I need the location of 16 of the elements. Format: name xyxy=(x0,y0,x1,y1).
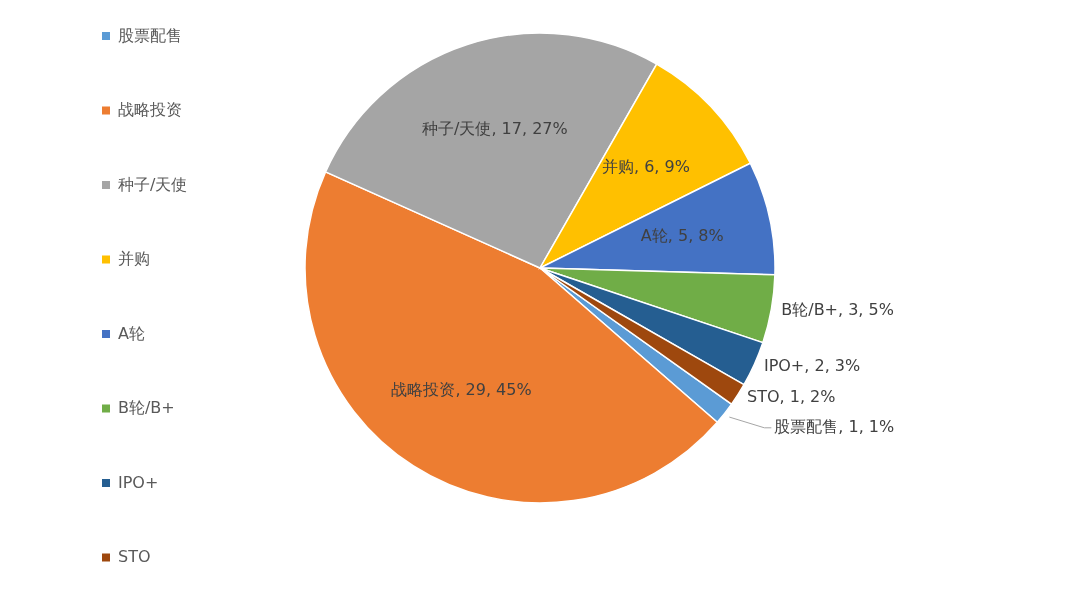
data-label: STO, 1, 2% xyxy=(747,387,836,407)
data-label: IPO+, 2, 3% xyxy=(763,356,861,376)
legend-label: 战略投资 xyxy=(118,100,182,119)
legend-label: B轮/B+ xyxy=(118,398,175,417)
data-label: B轮/B+, 3, 5% xyxy=(781,299,894,319)
legend-label: 并购 xyxy=(118,249,150,268)
data-label: 种子/天使, 17, 27% xyxy=(422,118,568,138)
data-label: 并购, 6, 9% xyxy=(602,157,690,177)
legend-label: IPO+ xyxy=(118,472,159,492)
data-label: 战略投资, 29, 45% xyxy=(391,380,532,400)
data-label: 股票配售, 1, 1% xyxy=(774,417,895,437)
legend-label: A轮 xyxy=(118,323,145,343)
legend-label: STO xyxy=(118,547,151,566)
legend-label: 种子/天使 xyxy=(118,174,188,194)
legend-label: 股票配售 xyxy=(118,25,182,45)
data-label: A轮, 5, 8% xyxy=(640,226,724,246)
